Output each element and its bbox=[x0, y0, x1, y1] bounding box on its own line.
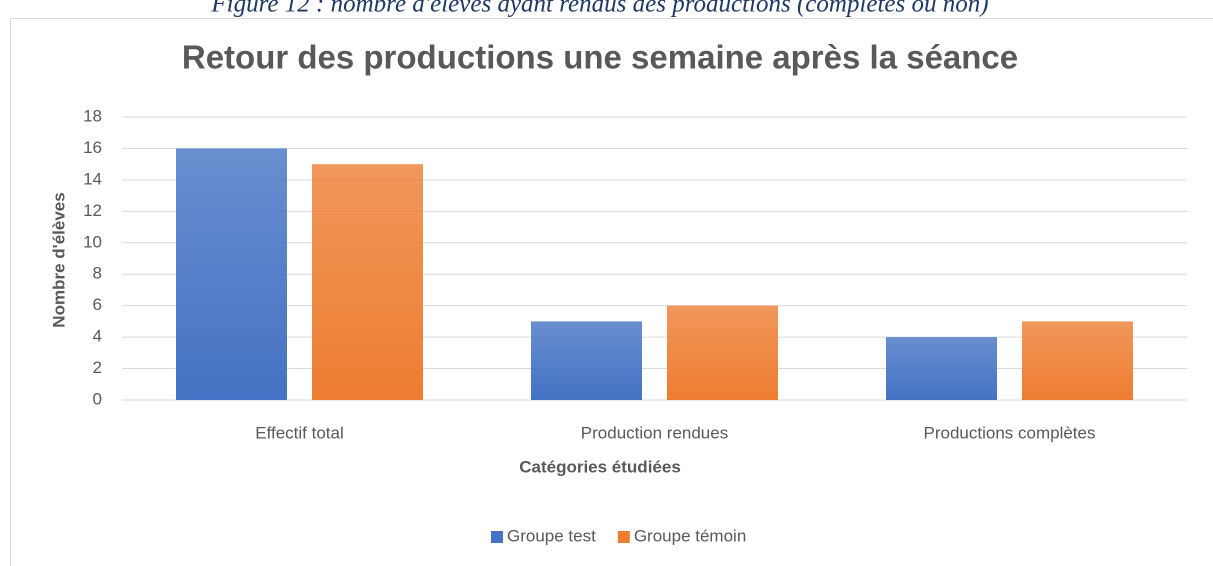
figure-caption: Figure 12 : nombre d'élèves ayant rendus… bbox=[210, 0, 988, 18]
y-tick-label: 12 bbox=[83, 201, 102, 220]
y-tick-label: 4 bbox=[93, 327, 102, 346]
legend-swatch bbox=[491, 531, 503, 543]
x-tick-label: Effectif total bbox=[255, 423, 344, 442]
y-tick-label: 2 bbox=[93, 358, 102, 377]
y-tick-label: 16 bbox=[83, 138, 102, 157]
bar bbox=[667, 305, 778, 400]
y-tick-label: 6 bbox=[93, 295, 102, 314]
x-axis-label: Catégories étudiées bbox=[519, 457, 681, 476]
bar bbox=[1022, 321, 1133, 400]
bar bbox=[176, 148, 287, 400]
bar bbox=[312, 164, 423, 400]
y-tick-label: 0 bbox=[93, 389, 102, 408]
x-tick-label: Productions complètes bbox=[924, 423, 1096, 442]
chart-border bbox=[10, 18, 1213, 566]
x-tick-label: Production rendues bbox=[581, 423, 728, 442]
bar bbox=[531, 321, 642, 400]
y-tick-label: 8 bbox=[93, 264, 102, 283]
y-tick-label: 10 bbox=[83, 232, 102, 251]
y-tick-label: 18 bbox=[83, 106, 102, 125]
y-tick-label: 14 bbox=[83, 169, 102, 188]
chart-title: Retour des productions une semaine après… bbox=[182, 39, 1018, 76]
legend-swatch bbox=[617, 531, 630, 543]
legend-label: Groupe test bbox=[507, 526, 596, 545]
bar bbox=[886, 337, 997, 400]
y-axis-label: Nombre d'élèves bbox=[49, 192, 68, 327]
legend-label: Groupe témoin bbox=[634, 526, 746, 545]
